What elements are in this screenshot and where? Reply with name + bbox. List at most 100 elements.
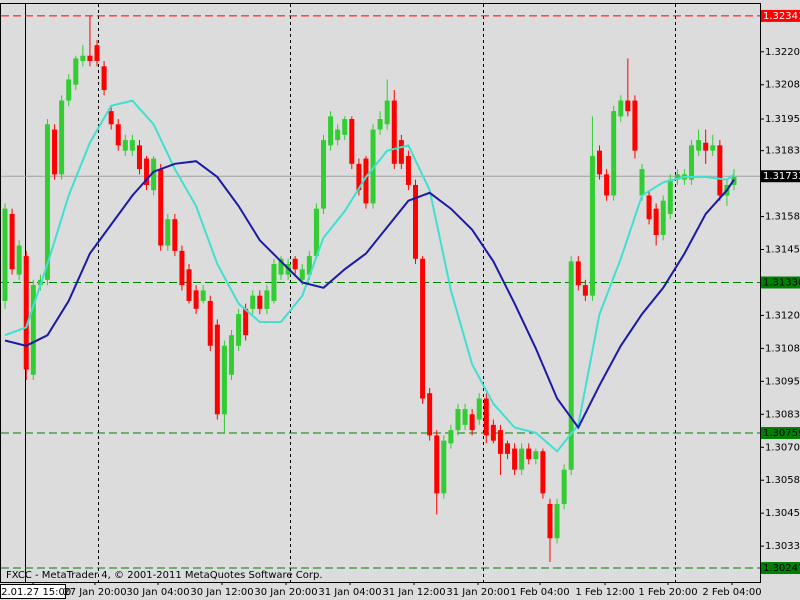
candle-body (207, 300, 213, 346)
candle-body (214, 324, 220, 415)
level-label-box (761, 427, 800, 440)
y-tick-label: 1.31950 (765, 114, 800, 125)
y-tick-label: 1.31080 (765, 343, 800, 354)
candle-body (73, 58, 79, 85)
candle-body (455, 409, 461, 431)
candle-body (200, 290, 206, 301)
candle-body (462, 409, 468, 425)
candle-body (717, 145, 723, 196)
candle-body (441, 440, 447, 494)
level-label: 1.31733 (763, 171, 800, 182)
candle-body (342, 119, 348, 135)
level-label: 1.30247 (763, 563, 800, 574)
y-tick-label: 1.30580 (765, 475, 800, 486)
plot-frame (0, 3, 761, 583)
candle-body (703, 142, 709, 151)
candle-body (115, 124, 121, 146)
candle-body (667, 179, 673, 214)
candle-body (497, 430, 503, 454)
x-tick-label: 1 Feb 04:00 (510, 587, 569, 598)
candle-body (533, 451, 539, 460)
candle-body (625, 100, 631, 112)
candle-body (377, 119, 383, 130)
candle-body (87, 55, 93, 62)
level-label-box (761, 9, 800, 22)
level-label: 1.30759 (763, 428, 800, 439)
candle-body (398, 140, 404, 164)
level-label: 1.31330 (763, 277, 800, 288)
candle-body (108, 111, 114, 125)
candle-body (604, 174, 610, 196)
y-tick-label: 1.31830 (765, 146, 800, 157)
candle-body (540, 451, 546, 494)
candle-body (16, 245, 22, 275)
candle-body (59, 100, 65, 175)
x-axis-bg (0, 583, 800, 600)
candle-body (505, 443, 511, 454)
candle-body (2, 208, 8, 301)
x-tick-label: 31 Jan 04:00 (318, 587, 381, 598)
y-tick-label: 1.30705 (765, 442, 800, 453)
footer: FXCC - MetaTrader 4, © 2001-2011 MetaQuo… (6, 570, 323, 581)
candle-body (689, 145, 695, 180)
candle-body (23, 256, 29, 370)
y-tick-label: 1.31205 (765, 310, 800, 321)
candle-body (632, 100, 638, 151)
moving-average (4, 99, 735, 453)
candle-body (370, 129, 376, 204)
candle-body (299, 269, 305, 280)
candle-body (519, 448, 525, 470)
x-tick-label: 1 Feb 20:00 (638, 587, 697, 598)
x-tick-label: 27 Jan 20:00 (63, 587, 126, 598)
candle-body (243, 308, 249, 336)
candle-body (335, 129, 341, 141)
candle-body (172, 219, 178, 251)
x-tick-label: 31 Jan 12:00 (382, 587, 445, 598)
candle-body (589, 155, 595, 296)
candle-body (639, 169, 645, 196)
candle-body (228, 335, 234, 375)
candle-body (136, 145, 142, 170)
candle-body (356, 163, 362, 191)
period-separators (98, 4, 676, 582)
moving-average (4, 160, 735, 430)
x-tick-label: 2 Feb 04:00 (702, 587, 761, 598)
candle-body (448, 430, 454, 444)
candle-body (618, 100, 624, 117)
x-tick-label: 30 Jan 12:00 (190, 587, 253, 598)
candle-body (186, 269, 192, 301)
y-tick-label: 1.30455 (765, 508, 800, 519)
candle-body (575, 261, 581, 286)
candle-body (413, 184, 419, 259)
candle-body (646, 195, 652, 220)
candle-body (512, 448, 518, 470)
candle-body (405, 155, 411, 185)
y-tick-label: 1.32205 (765, 47, 800, 58)
candle-body (349, 119, 355, 164)
candle-body (129, 140, 135, 151)
candle-body (384, 100, 390, 125)
candle-body (250, 295, 256, 309)
candle-body (490, 424, 496, 441)
candle-body (363, 158, 369, 204)
candle-body (101, 66, 107, 91)
candle-body (151, 158, 157, 191)
candle-body (158, 169, 164, 246)
level-label-box (761, 562, 800, 575)
candle-body (476, 398, 482, 420)
candle-body (257, 295, 263, 309)
candle-body (526, 448, 532, 460)
candle-body (469, 414, 475, 431)
candle-body (568, 261, 574, 470)
candle-body (710, 145, 716, 151)
x-tick-label: 31 Jan 20:00 (446, 587, 509, 598)
candle-body (313, 208, 319, 257)
y-tick-label: 1.31580 (765, 212, 800, 223)
candle-body (278, 258, 284, 275)
y-tick-label: 1.30330 (765, 541, 800, 552)
level-label-box (761, 170, 800, 183)
y-tick-label: 1.30830 (765, 409, 800, 420)
candle-body (80, 55, 86, 62)
